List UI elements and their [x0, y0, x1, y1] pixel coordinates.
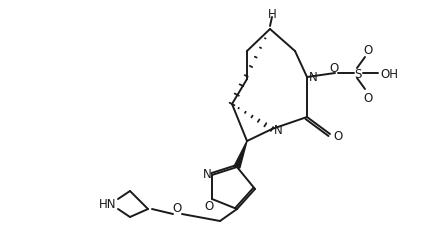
Text: O: O	[172, 202, 181, 215]
Text: O: O	[329, 61, 339, 74]
Text: O: O	[363, 43, 373, 56]
Text: N: N	[202, 168, 211, 181]
Text: H: H	[267, 8, 276, 20]
Text: O: O	[204, 200, 214, 213]
Text: O: O	[363, 91, 373, 104]
Text: O: O	[333, 129, 343, 142]
Text: S: S	[354, 67, 362, 80]
Text: OH: OH	[380, 67, 398, 80]
Text: N: N	[309, 70, 317, 83]
Text: N: N	[274, 124, 282, 137]
Polygon shape	[234, 141, 247, 168]
Text: HN: HN	[99, 198, 117, 211]
